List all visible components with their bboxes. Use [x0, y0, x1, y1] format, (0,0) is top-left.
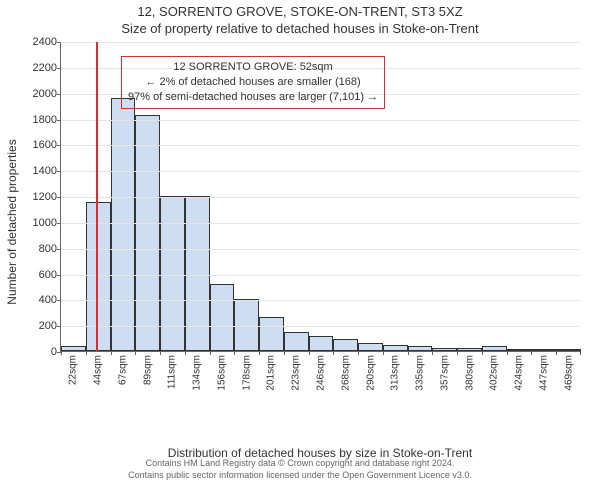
histogram-bar: [482, 346, 507, 351]
y-tick-label: 200: [39, 320, 61, 332]
y-tick-label: 1400: [33, 165, 61, 177]
x-tick-mark: [259, 351, 260, 355]
histogram-bar: [556, 349, 581, 351]
histogram-bar: [135, 115, 160, 351]
histogram-bar: [309, 336, 334, 352]
histogram-bar: [86, 202, 111, 351]
histogram-bar: [383, 345, 408, 351]
x-tick-label: 290sqm: [365, 355, 376, 391]
x-tick-mark: [333, 351, 334, 355]
x-tick-label: 22sqm: [68, 355, 79, 385]
y-tick-label: 1800: [33, 114, 61, 126]
x-tick-label: 380sqm: [464, 355, 475, 391]
x-tick-mark: [185, 351, 186, 355]
gridline: [61, 42, 580, 43]
plot-area: 0200400600800100012001400160018002000220…: [60, 42, 580, 352]
footer-line2: Contains public sector information licen…: [0, 470, 600, 482]
y-tick-label: 600: [39, 269, 61, 281]
annotation-box: 12 SORRENTO GROVE: 52sqm← 2% of detached…: [121, 56, 385, 109]
page-title-line1: 12, SORRENTO GROVE, STOKE-ON-TRENT, ST3 …: [0, 4, 600, 19]
x-tick-label: 357sqm: [439, 355, 450, 391]
histogram-bar: [284, 332, 309, 351]
x-tick-label: 156sqm: [216, 355, 227, 391]
x-tick-mark: [86, 351, 87, 355]
x-tick-label: 111sqm: [167, 355, 178, 389]
x-tick-label: 469sqm: [563, 355, 574, 391]
y-tick-label: 0: [51, 346, 61, 358]
y-tick-label: 1600: [33, 139, 61, 151]
x-tick-mark: [61, 351, 62, 355]
y-tick-label: 2200: [33, 62, 61, 74]
annotation-line: 97% of semi-detached houses are larger (…: [128, 90, 378, 105]
histogram-bar: [210, 284, 235, 351]
x-tick-mark: [358, 351, 359, 355]
histogram-bar: [507, 349, 532, 351]
gridline: [61, 223, 580, 224]
x-tick-label: 44sqm: [93, 355, 104, 385]
histogram-bar: [333, 339, 358, 351]
x-tick-mark: [580, 351, 581, 355]
x-tick-label: 134sqm: [192, 355, 203, 391]
gridline: [61, 249, 580, 250]
x-tick-label: 246sqm: [316, 355, 327, 391]
marker-line: [96, 42, 98, 351]
x-tick-mark: [482, 351, 483, 355]
page-title-line2: Size of property relative to detached ho…: [0, 21, 600, 36]
y-tick-label: 1000: [33, 217, 61, 229]
x-tick-mark: [432, 351, 433, 355]
x-tick-mark: [284, 351, 285, 355]
histogram-bar: [61, 346, 86, 351]
histogram-bar: [408, 346, 433, 351]
histogram-bar: [185, 196, 210, 351]
x-tick-label: 67sqm: [117, 355, 128, 385]
gridline: [61, 120, 580, 121]
histogram-bar: [457, 348, 482, 351]
x-tick-label: 89sqm: [142, 355, 153, 385]
x-tick-label: 201sqm: [266, 355, 277, 391]
x-tick-label: 313sqm: [390, 355, 401, 391]
x-axis-label: Distribution of detached houses by size …: [168, 446, 472, 460]
histogram-bar: [531, 349, 556, 351]
x-tick-label: 178sqm: [241, 355, 252, 391]
gridline: [61, 275, 580, 276]
x-tick-mark: [234, 351, 235, 355]
histogram-bar: [160, 196, 185, 351]
histogram-bar: [358, 343, 383, 351]
x-tick-mark: [210, 351, 211, 355]
annotation-line: 12 SORRENTO GROVE: 52sqm: [128, 60, 378, 75]
x-tick-mark: [408, 351, 409, 355]
histogram-bar: [432, 348, 457, 351]
y-tick-label: 800: [39, 243, 61, 255]
x-tick-label: 223sqm: [291, 355, 302, 391]
x-tick-mark: [111, 351, 112, 355]
x-tick-mark: [383, 351, 384, 355]
gridline: [61, 326, 580, 327]
x-tick-label: 268sqm: [340, 355, 351, 391]
x-tick-label: 447sqm: [538, 355, 549, 391]
gridline: [61, 197, 580, 198]
x-tick-mark: [556, 351, 557, 355]
x-tick-label: 335sqm: [415, 355, 426, 391]
x-tick-mark: [309, 351, 310, 355]
x-tick-mark: [531, 351, 532, 355]
histogram-chart: Number of detached properties 0200400600…: [60, 42, 580, 402]
y-tick-label: 2400: [33, 36, 61, 48]
footer-attribution: Contains HM Land Registry data © Crown c…: [0, 458, 600, 481]
x-tick-label: 402sqm: [489, 355, 500, 391]
gridline: [61, 145, 580, 146]
y-tick-label: 400: [39, 294, 61, 306]
histogram-bar: [259, 317, 284, 351]
histogram-bar: [111, 98, 136, 351]
gridline: [61, 300, 580, 301]
y-tick-label: 2000: [33, 88, 61, 100]
y-tick-label: 1200: [33, 191, 61, 203]
x-tick-mark: [457, 351, 458, 355]
x-tick-mark: [135, 351, 136, 355]
x-tick-mark: [160, 351, 161, 355]
gridline: [61, 171, 580, 172]
x-tick-mark: [507, 351, 508, 355]
annotation-line: ← 2% of detached houses are smaller (168…: [128, 75, 378, 90]
y-axis-label: Number of detached properties: [5, 139, 19, 304]
x-tick-label: 424sqm: [514, 355, 525, 391]
